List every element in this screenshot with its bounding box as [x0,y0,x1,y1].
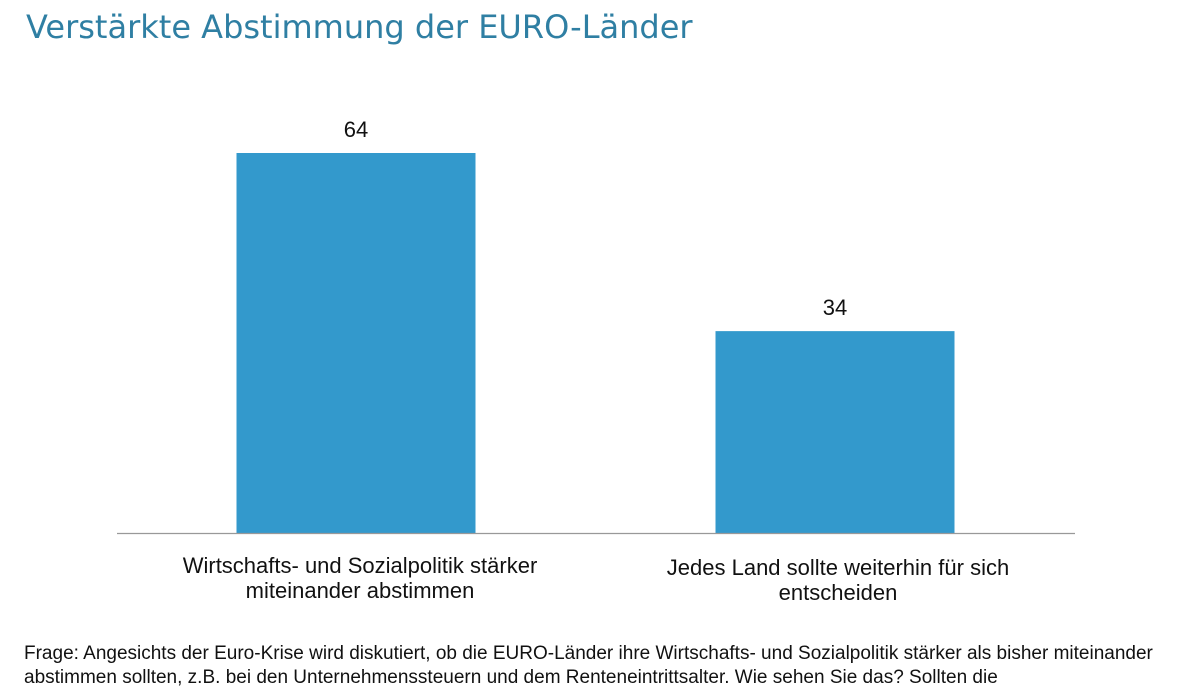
chart-title: Verstärkte Abstimmung der EURO-Länder [26,8,693,46]
bar-chart: 64 Wirtschafts- und Sozialpolitik stärker… [117,117,1075,605]
bar-2 [715,331,955,533]
category-label-2-line-1: Jedes Land sollte weiterhin für sich [667,555,1009,580]
bar-1 [236,153,476,533]
bars-group [236,153,955,533]
category-label-1-line-2: miteinander abstimmen [246,578,475,603]
footnote: Frage: Angesichts der Euro-Krise wird di… [24,643,1153,688]
labels-group: 64 Wirtschafts- und Sozialpolitik stärker… [183,117,1009,605]
data-label-1: 64 [344,117,368,142]
category-label-1-line-1: Wirtschafts- und Sozialpolitik stärker [183,553,538,578]
category-label-2-line-2: entscheiden [779,580,898,605]
data-label-2: 34 [823,295,847,320]
